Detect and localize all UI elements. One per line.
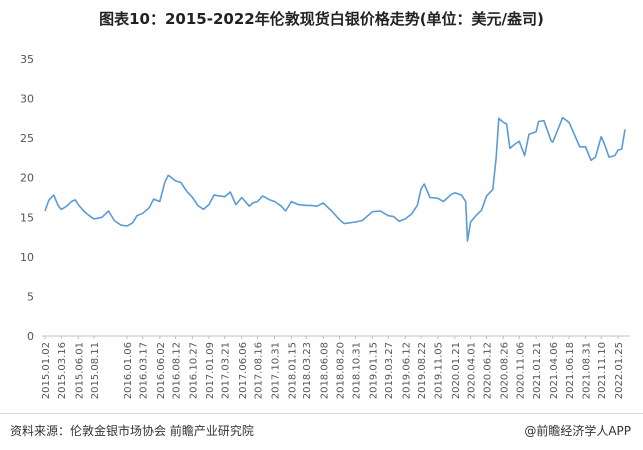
x-tick-label: 2015.03.16 — [57, 342, 68, 399]
x-tick-label: 2019.06.12 — [401, 342, 412, 399]
x-tick-label: 2017.01.09 — [205, 342, 216, 399]
chart-title: 图表10：2015-2022年伦敦现货白银价格走势(单位：美元/盎司) — [99, 10, 544, 28]
x-tick-label: 2018.03.23 — [302, 342, 313, 399]
x-tick-label: 2020.01.21 — [451, 342, 462, 399]
x-tick-label: 2016.06.02 — [156, 342, 167, 399]
x-tick-label: 2015.01.02 — [41, 342, 52, 399]
y-tick-label: 0 — [27, 330, 34, 343]
x-tick-label: 2020.11.06 — [515, 342, 526, 399]
x-tick-label: 2018.10.31 — [352, 342, 363, 399]
x-tick-label: 2015.06.01 — [74, 342, 85, 399]
x-tick-label: 2017.08.16 — [254, 342, 265, 399]
x-tick-label: 2020.08.26 — [499, 342, 510, 399]
x-tick-label: 2022.01.25 — [614, 342, 625, 399]
x-tick-label: 2019.01.15 — [368, 342, 379, 399]
x-tick-label: 2018.08.20 — [336, 342, 347, 399]
credit-note: @前瞻经济学人APP — [524, 424, 631, 438]
y-tick-label: 5 — [27, 290, 34, 303]
x-tick-label: 2016.03.17 — [139, 342, 150, 399]
x-tick-label: 2021.01.21 — [532, 342, 543, 399]
x-tick-label: 2019.03.27 — [384, 342, 395, 399]
source-note: 资料来源：伦敦金银市场协会 前瞻产业研究院 — [10, 424, 254, 438]
y-tick-label: 15 — [20, 211, 34, 224]
footer-divider — [0, 413, 643, 414]
x-axis: 2015.01.02 2015.03.16 2015.06.01 2015.08.11… — [41, 336, 625, 399]
x-tick-label: 2019.11.05 — [434, 342, 445, 399]
x-tick-label: 2019.08.22 — [417, 342, 428, 399]
y-tick-label: 25 — [20, 132, 34, 145]
x-tick-label: 2021.08.31 — [581, 342, 592, 399]
y-tick-label: 20 — [20, 172, 34, 185]
x-tick-label: 2016.01.06 — [123, 342, 134, 399]
x-tick-label: 2021.04.06 — [549, 342, 560, 399]
x-tick-label: 2018.01.15 — [287, 342, 298, 399]
x-tick-label: 2018.06.08 — [319, 342, 330, 399]
x-tick-label: 2020.04.01 — [467, 342, 478, 399]
x-tick-label: 2020.06.12 — [483, 342, 494, 399]
x-tick-label: 2017.06.06 — [238, 342, 249, 399]
y-tick-label: 10 — [20, 251, 34, 264]
x-tick-label: 2016.10.27 — [188, 342, 199, 399]
y-tick-label: 30 — [20, 93, 34, 106]
x-tick-label: 2021.06.18 — [565, 342, 576, 399]
x-tick-label: 2017.03.21 — [221, 342, 232, 399]
x-tick-label: 2021.11.10 — [597, 342, 608, 399]
series-line-silver-price — [44, 116, 626, 242]
y-tick-label: 35 — [20, 53, 34, 66]
x-tick-label: 2016.08.12 — [172, 342, 183, 399]
x-tick-label: 2017.10.31 — [270, 342, 281, 399]
y-axis: 0 5 10 15 20 25 30 35 — [20, 53, 34, 343]
x-tick-label: 2015.08.11 — [90, 342, 101, 399]
